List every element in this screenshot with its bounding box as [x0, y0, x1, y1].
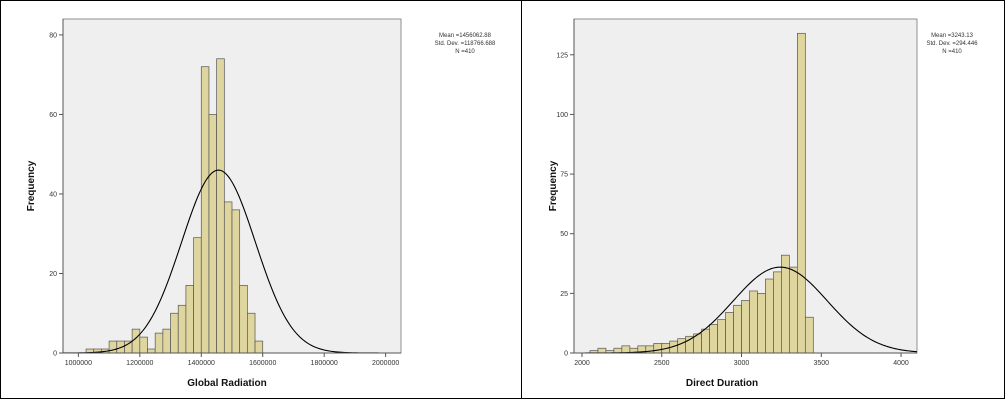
histogram-bar [749, 290, 758, 354]
histogram-bar [725, 312, 734, 354]
histogram-bar [124, 340, 133, 354]
x-tick-label: 1600000 [249, 360, 276, 367]
ticks-group: 2000 2500 3000 3500 4000 0 25 50 75 100 125 [556, 52, 909, 367]
x-tick-label: 3000 [734, 360, 750, 367]
x-tick-label: 2500 [654, 360, 670, 367]
x-tick-label: 1200000 [126, 360, 153, 367]
histogram-bar [193, 237, 202, 354]
x-axis-title: Global Radiation [187, 378, 266, 389]
y-tick-label: 125 [556, 52, 568, 59]
histogram-bar [804, 316, 814, 354]
x-tick-label: 1800000 [311, 360, 338, 367]
y-tick-label: 50 [560, 231, 568, 238]
y-tick-label: 80 [49, 32, 57, 39]
y-tick-label: 25 [560, 291, 568, 298]
histogram-bar [733, 304, 742, 354]
histogram-bar [239, 285, 248, 354]
histogram-bar [677, 338, 687, 354]
x-tick-label: 2000 [574, 360, 590, 367]
histogram-bar [653, 343, 663, 354]
y-tick-label: 40 [49, 191, 57, 198]
stat-mean: Mean =1456062.88 [439, 33, 492, 39]
histogram-bar [200, 66, 210, 354]
histogram-bar [170, 312, 179, 354]
histogram-bar [773, 271, 782, 354]
histogram-direct-duration: 2000 2500 3000 3500 4000 0 25 50 75 100 125 Direct… [548, 18, 978, 389]
x-tick-label: 2000000 [372, 360, 399, 367]
histogram-bar [223, 201, 233, 354]
x-tick-label: 1000000 [65, 360, 92, 367]
normal-curve [63, 169, 401, 354]
histogram-bar [247, 312, 256, 354]
histogram-bar [717, 319, 726, 354]
histogram-bar [709, 324, 718, 354]
histogram-bar [781, 254, 790, 354]
histogram-panel-direct-duration: 2000 2500 3000 3500 4000 0 25 50 75 100 125 Direct… [521, 0, 1005, 399]
histogram-bar [139, 336, 148, 354]
x-axis-title: Direct Duration [686, 378, 758, 389]
histogram-bar [162, 328, 171, 354]
histogram-bar [208, 114, 217, 354]
histogram-bar [108, 340, 118, 354]
x-tick-label: 1400000 [188, 360, 215, 367]
histogram-bar [685, 335, 695, 354]
histogram-bar [765, 278, 774, 354]
histogram-bar [254, 340, 264, 354]
y-tick-label: 75 [560, 172, 568, 179]
y-tick-label: 0 [53, 351, 57, 358]
stat-std-dev: Std. Dev. =118766.688 [435, 41, 496, 47]
histogram-bar [701, 328, 710, 354]
y-axis-title: Frequency [548, 160, 559, 211]
stat-n: N =410 [942, 49, 962, 55]
histogram-bar [177, 304, 187, 354]
histogram-bar [796, 32, 806, 354]
normal-curve [574, 266, 918, 354]
plot-area [573, 18, 918, 354]
bars-group [589, 32, 814, 354]
stat-mean: Mean =3243.13 [931, 33, 974, 39]
histogram-panel-global-radiation: 1000000 1200000 1400000 1600000 1800000 20000… [0, 0, 522, 399]
histogram-bar [621, 345, 631, 354]
x-tick-label: 3500 [813, 360, 829, 367]
histogram-bar [789, 266, 798, 354]
histogram-bar [185, 285, 194, 354]
histogram-bar [216, 58, 225, 354]
y-tick-label: 100 [556, 112, 568, 119]
stat-std-dev: Std. Dev. =294.446 [926, 41, 978, 47]
histogram-bar [154, 332, 164, 354]
x-tick-label: 4000 [893, 360, 909, 367]
histogram-bar [597, 347, 607, 354]
y-tick-label: 0 [564, 351, 568, 358]
y-axis-title: Frequency [26, 160, 37, 211]
histogram-bar [231, 209, 241, 354]
histogram-bar [741, 300, 750, 354]
stat-n: N =410 [455, 49, 475, 55]
histogram-bar [147, 348, 156, 354]
y-tick-label: 20 [49, 271, 57, 278]
y-tick-label: 60 [49, 112, 57, 119]
histogram-bar [757, 293, 766, 354]
ticks-group: 1000000 1200000 1400000 1600000 1800000 20000… [49, 32, 399, 367]
histogram-bar [131, 328, 141, 354]
histogram-global-radiation: 1000000 1200000 1400000 1600000 1800000 20000… [26, 18, 496, 389]
